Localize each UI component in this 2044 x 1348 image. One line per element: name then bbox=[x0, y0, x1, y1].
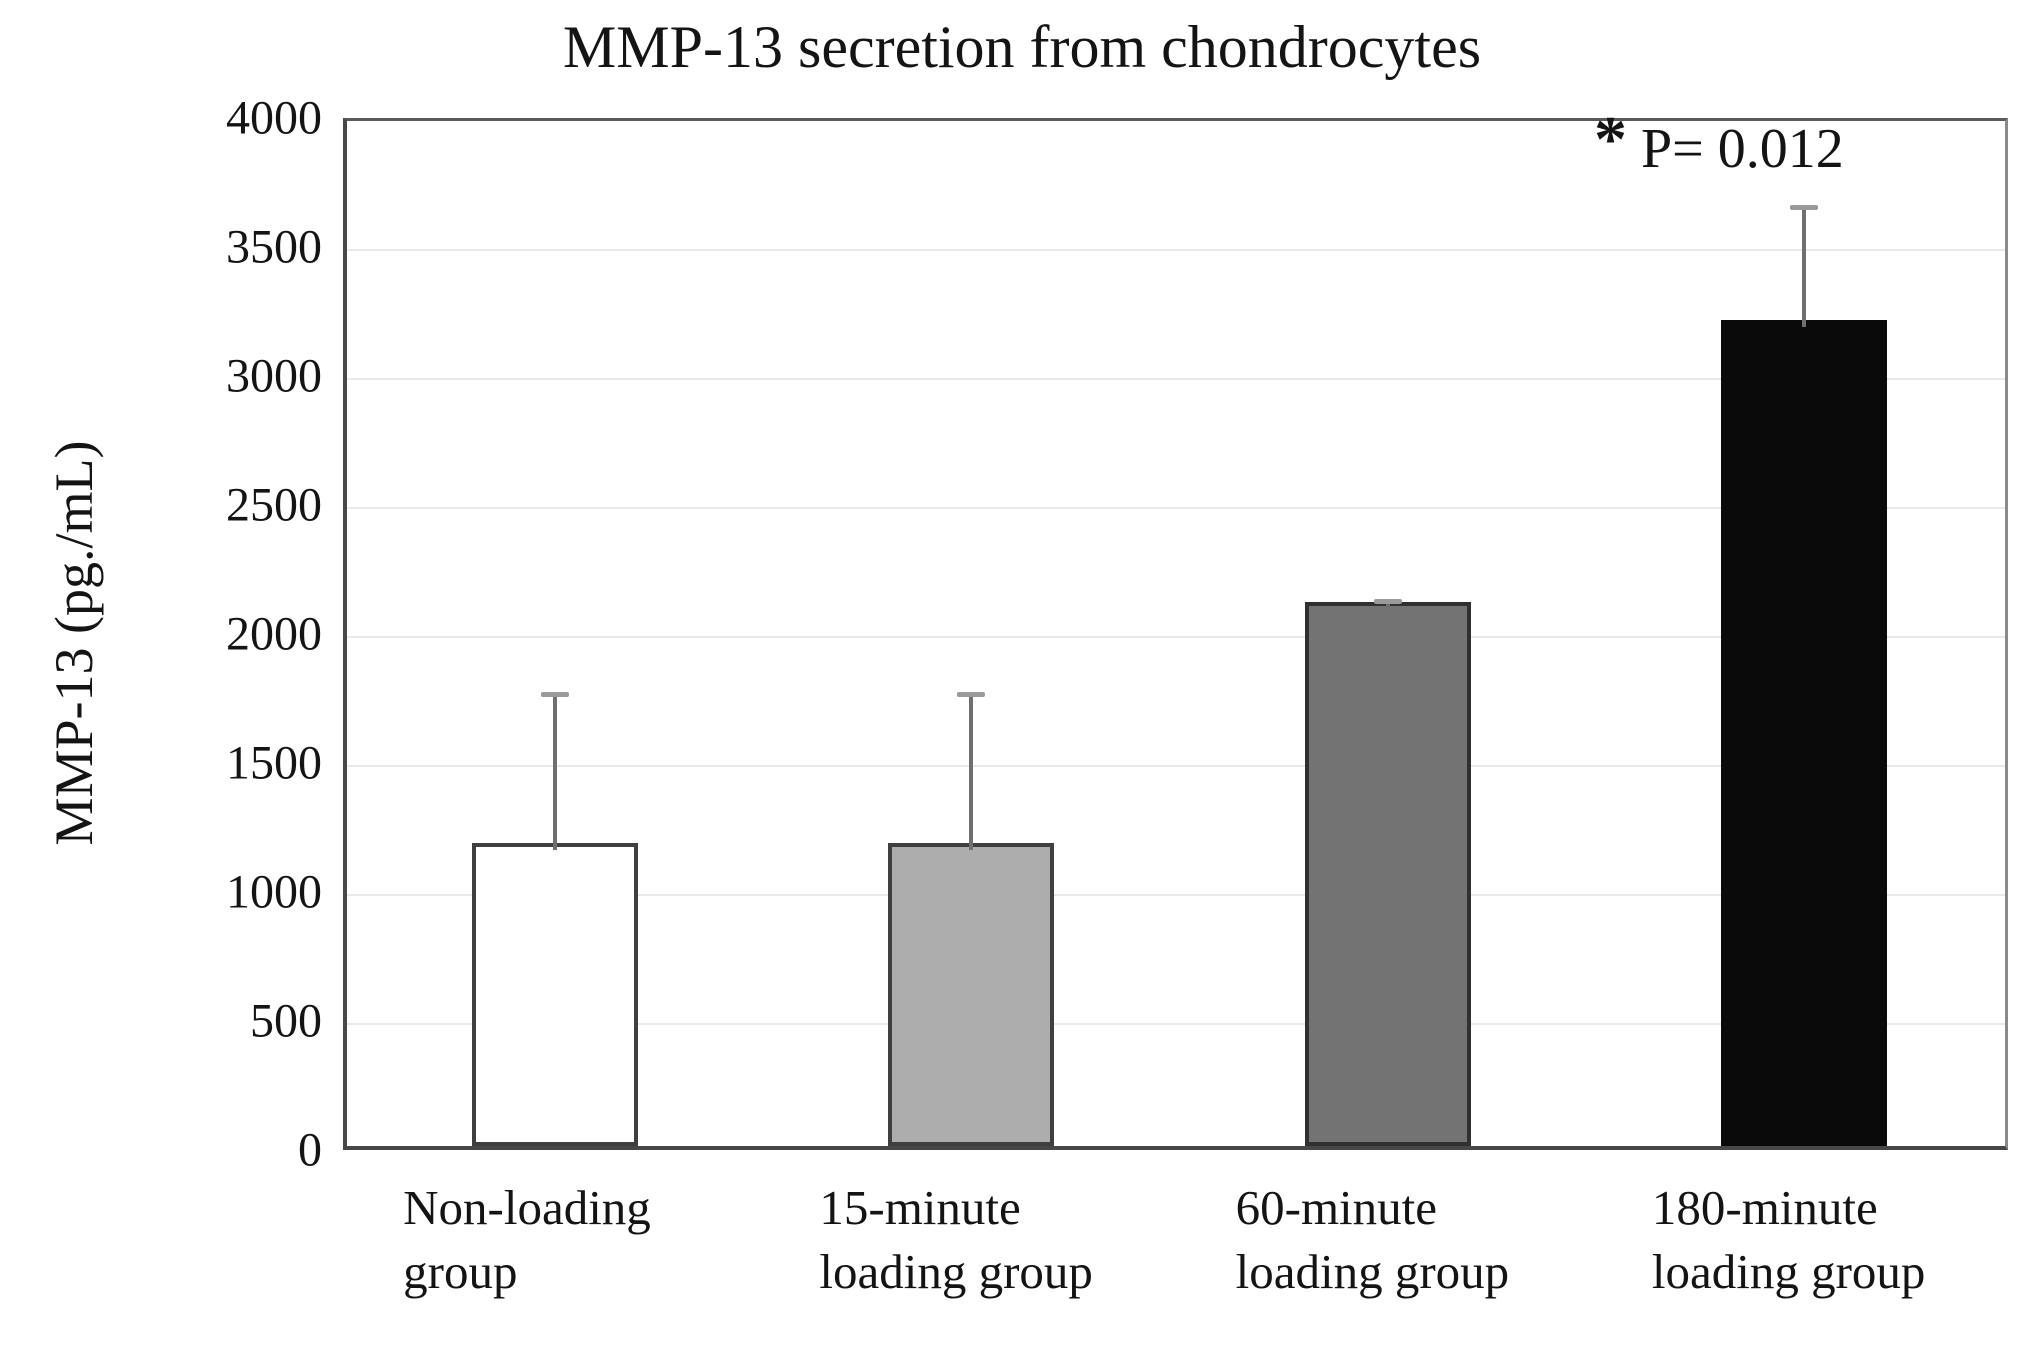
bar-60-minute-loading-group bbox=[1304, 601, 1471, 1146]
error-bar-line bbox=[1385, 600, 1390, 609]
y-tick-label-500: 500 bbox=[250, 994, 322, 1048]
error-bar-line bbox=[969, 693, 974, 850]
y-tick-label-2000: 2000 bbox=[226, 607, 322, 661]
y-tick-label-2500: 2500 bbox=[226, 478, 322, 532]
x-tick-label-line: group bbox=[403, 1243, 518, 1299]
y-tick-label-1500: 1500 bbox=[226, 736, 322, 790]
x-tick-label-line: loading group bbox=[1235, 1243, 1510, 1299]
x-tick-label-60-minute-loading-group: 60-minute loading group bbox=[1236, 1176, 1616, 1303]
error-bar-line bbox=[1801, 207, 1806, 328]
y-tick-label-3000: 3000 bbox=[226, 349, 322, 403]
bar-180-minute-loading-group bbox=[1720, 320, 1887, 1146]
x-tick-label-line: 60-minute bbox=[1235, 1180, 1438, 1235]
error-bar-line bbox=[553, 693, 558, 850]
y-tick-label-4000: 4000 bbox=[226, 91, 322, 145]
gridline-2500 bbox=[347, 507, 2005, 509]
x-tick-label-line: 180-minute bbox=[1651, 1180, 1878, 1235]
x-tick-label-line: 15-minute bbox=[819, 1180, 1021, 1235]
x-tick-label-line: Non-loading bbox=[403, 1180, 651, 1235]
gridline-1500 bbox=[347, 765, 2005, 767]
x-tick-label-line: loading group bbox=[819, 1243, 1093, 1299]
chart-title: MMP-13 secretion from chondrocytes bbox=[562, 14, 1482, 80]
y-tick-label-1000: 1000 bbox=[226, 865, 322, 919]
asterisk-marker: * bbox=[1594, 103, 1627, 176]
significance-annotation: * P= 0.012 bbox=[1594, 103, 1844, 184]
y-tick-label-0: 0 bbox=[298, 1123, 322, 1177]
error-bar-cap bbox=[1373, 598, 1402, 604]
gridline-3000 bbox=[347, 378, 2005, 380]
bar-15-minute-loading-group bbox=[888, 842, 1055, 1146]
y-tick-label-3500: 3500 bbox=[226, 220, 322, 274]
error-bar-cap bbox=[957, 691, 986, 697]
y-axis-title: MMP-13 (pg./mL) bbox=[44, 440, 104, 846]
gridline-3500 bbox=[347, 249, 2005, 251]
x-tick-label-non-loading-group: Non-loading group bbox=[403, 1176, 783, 1303]
error-bar-cap bbox=[541, 691, 570, 697]
bar-non-loading-group bbox=[472, 842, 639, 1146]
plot-area bbox=[343, 118, 2008, 1150]
gridline-500 bbox=[347, 1023, 2005, 1025]
x-tick-label-180-minute-loading-group: 180-minute loading group bbox=[1652, 1176, 2032, 1303]
gridline-2000 bbox=[347, 636, 2005, 638]
gridline-1000 bbox=[347, 894, 2005, 896]
x-tick-label-line: loading group bbox=[1651, 1243, 1926, 1299]
p-value-text: P= 0.012 bbox=[1641, 118, 1844, 180]
x-tick-label-15-minute-loading-group: 15-minute loading group bbox=[819, 1176, 1199, 1303]
error-bar-cap bbox=[1789, 205, 1818, 211]
